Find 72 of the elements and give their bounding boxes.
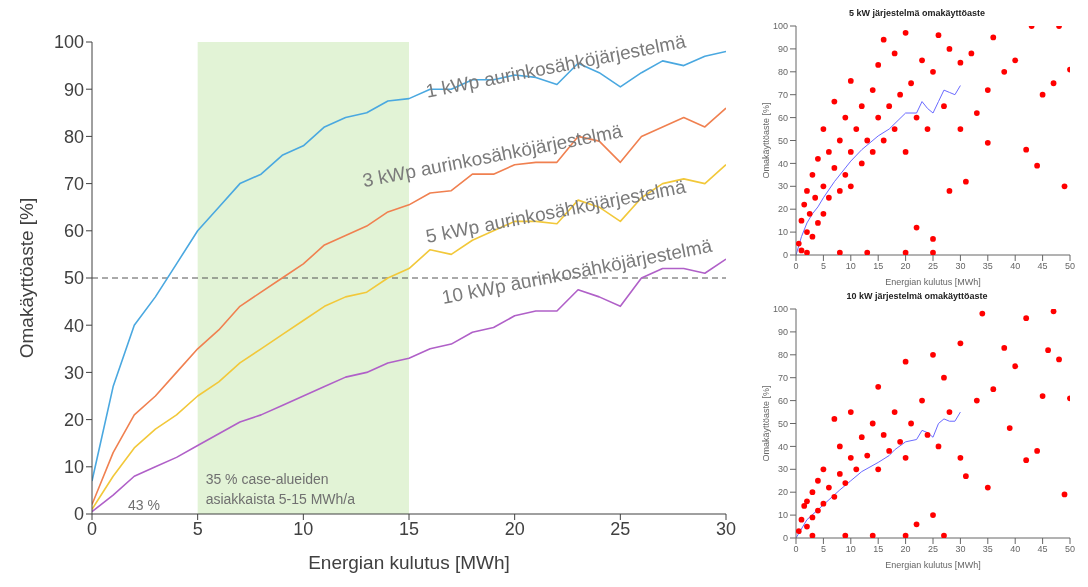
- y-tick-label: 20: [63, 409, 84, 430]
- y-tick-label: 70: [777, 89, 788, 100]
- y-tick-label: 30: [777, 464, 788, 475]
- annotation: 43 %: [128, 497, 160, 513]
- y-tick-label: 20: [777, 487, 788, 498]
- y-tick-label: 10: [777, 510, 788, 521]
- y-tick-label: 60: [777, 395, 788, 406]
- y-tick-label: 30: [63, 362, 84, 383]
- x-tick-label: 20: [900, 261, 911, 272]
- y-tick-label: 80: [777, 67, 788, 77]
- x-tick-label: 5: [820, 544, 826, 555]
- y-axis-title: Omakäyttöaste [%]: [761, 102, 772, 179]
- x-tick-label: 20: [900, 544, 911, 555]
- y-tick-label: 50: [777, 418, 788, 429]
- y-tick-label: 0: [782, 250, 788, 261]
- y-tick-label: 0: [73, 504, 84, 525]
- x-tick-label: 25: [927, 544, 939, 555]
- x-tick-label: 25: [927, 261, 939, 272]
- line-series: [796, 85, 961, 255]
- x-tick-label: 10: [293, 518, 314, 539]
- x-tick-label: 40: [1010, 544, 1021, 555]
- y-tick-label: 10: [777, 227, 788, 238]
- x-tick-label: 10: [845, 261, 856, 272]
- y-tick-label: 90: [777, 44, 788, 55]
- y-tick-label: 10: [63, 457, 84, 478]
- x-tick-label: 30: [715, 518, 737, 539]
- x-tick-label: 15: [873, 544, 884, 555]
- y-tick-label: 100: [772, 304, 788, 315]
- x-tick-label: 30: [955, 261, 966, 272]
- x-tick-label: 45: [1037, 261, 1048, 272]
- x-tick-label: 20: [504, 518, 525, 539]
- x-tick-label: 50: [1064, 261, 1076, 272]
- x-tick-label: 10: [845, 544, 856, 555]
- chart-title: 5 kW järjestelmä omakäyttöaste: [847, 8, 987, 18]
- y-tick-label: 50: [777, 135, 788, 146]
- x-tick-label: 30: [955, 544, 966, 555]
- x-tick-label: 15: [398, 518, 420, 539]
- y-tick-label: 100: [772, 21, 788, 32]
- y-tick-label: 90: [777, 327, 788, 338]
- line-series: [796, 411, 961, 538]
- x-tick-label: 35: [982, 544, 993, 555]
- y-tick-label: 80: [63, 126, 84, 147]
- y-axis-title: Omakäyttöaste [%]: [15, 197, 37, 359]
- x-tick-label: 25: [610, 518, 631, 539]
- x-tick-label: 5: [820, 261, 826, 272]
- x-tick-label: 35: [982, 261, 993, 272]
- x-tick-label: 0: [793, 544, 799, 555]
- y-tick-label: 100: [53, 32, 84, 53]
- chart-title: 10 kW järjestelmä omakäyttöaste: [845, 291, 989, 301]
- y-tick-label: 60: [777, 112, 788, 123]
- x-tick-label: 50: [1064, 544, 1076, 555]
- y-tick-label: 80: [777, 349, 788, 360]
- x-tick-label: 40: [1010, 261, 1021, 272]
- y-tick-label: 20: [777, 204, 788, 215]
- y-tick-label: 40: [777, 441, 788, 452]
- x-axis-title: Energian kulutus [MWh]: [885, 560, 981, 570]
- y-axis-title: Omakäyttöaste [%]: [761, 385, 772, 462]
- y-tick-label: 30: [777, 181, 788, 192]
- y-tick-label: 40: [777, 158, 788, 169]
- x-axis-title: Energian kulutus [MWh]: [885, 277, 981, 287]
- x-tick-label: 45: [1037, 544, 1048, 555]
- band-label: 35 % case-alueiden asiakkaista 5-15 MWh/a: [205, 471, 356, 507]
- x-axis-title: Energian kulutus [MWh]: [308, 552, 510, 573]
- y-tick-label: 60: [63, 221, 84, 242]
- y-tick-label: 70: [63, 173, 84, 194]
- x-tick-label: 0: [793, 261, 799, 272]
- y-tick-label: 90: [63, 79, 84, 100]
- x-tick-label: 5: [192, 518, 203, 539]
- y-tick-label: 70: [777, 372, 788, 383]
- x-tick-label: 15: [873, 261, 884, 272]
- x-tick-label: 0: [86, 518, 98, 539]
- y-tick-label: 40: [63, 315, 84, 336]
